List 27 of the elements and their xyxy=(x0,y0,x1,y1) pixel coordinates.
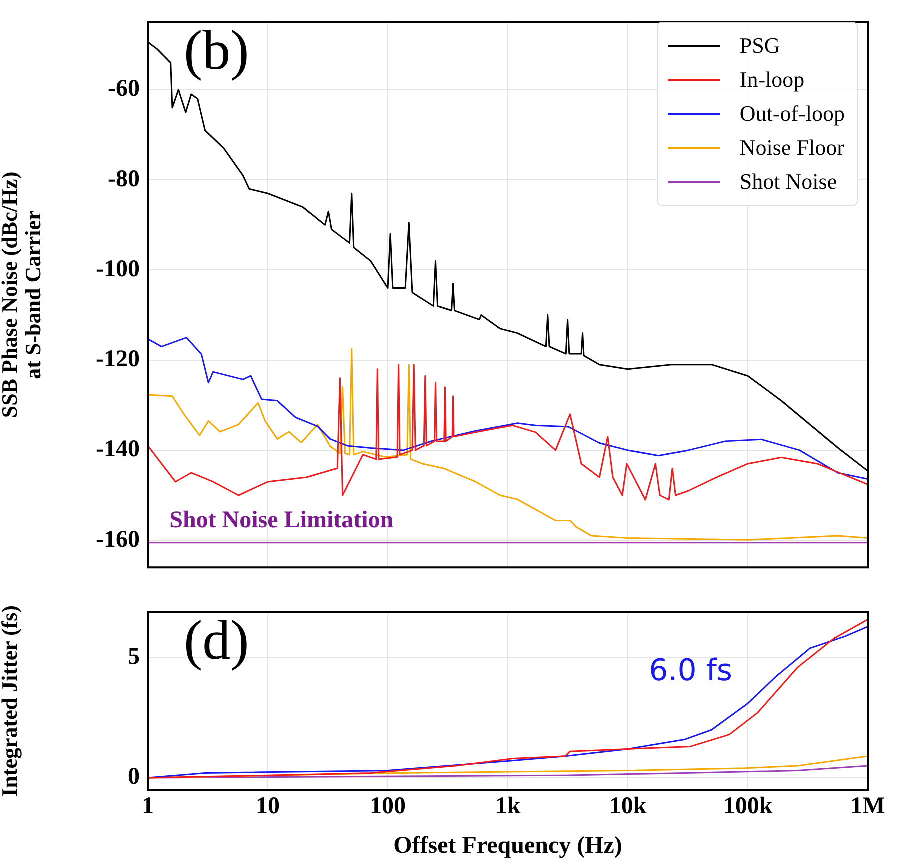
annotation: (b) xyxy=(184,20,250,82)
annotation: 6.0 fs xyxy=(649,654,733,689)
legend-label: Shot Noise xyxy=(740,168,838,196)
annotation: (d) xyxy=(184,610,250,672)
y-tick-label: 0 xyxy=(128,764,140,790)
legend-label: PSG xyxy=(740,32,780,60)
y-tick-label: -160 xyxy=(96,526,140,553)
legend-label: Noise Floor xyxy=(740,134,844,162)
y-tick-label: -60 xyxy=(108,76,140,102)
y-tick-label: 5 xyxy=(128,644,140,670)
x-tick-label: 100k xyxy=(723,794,774,820)
legend-label: In-loop xyxy=(740,66,805,94)
y-axis-title: SSB Phase Noise (dBc/Hz) at S-band Carrier xyxy=(0,172,46,418)
y-tick-label: -140 xyxy=(96,436,140,463)
x-tick-label: 1k xyxy=(495,794,522,820)
x-tick-label: 100 xyxy=(370,794,406,820)
x-tick-label: 10 xyxy=(256,794,280,820)
annotation: Shot Noise Limitation xyxy=(170,507,394,534)
y-tick-label: -120 xyxy=(96,346,140,373)
x-tick-label: 10k xyxy=(609,794,648,820)
x-axis-title: Offset Frequency (Hz) xyxy=(394,832,622,859)
x-tick-label: 1 xyxy=(142,794,154,820)
y-axis-title: Integrated Jitter (fs) xyxy=(0,605,22,797)
y-tick-label: -80 xyxy=(108,166,140,192)
y-tick-label: -100 xyxy=(96,256,140,282)
x-tick-label: 1M xyxy=(850,794,886,820)
legend-label: Out-of-loop xyxy=(740,100,845,128)
